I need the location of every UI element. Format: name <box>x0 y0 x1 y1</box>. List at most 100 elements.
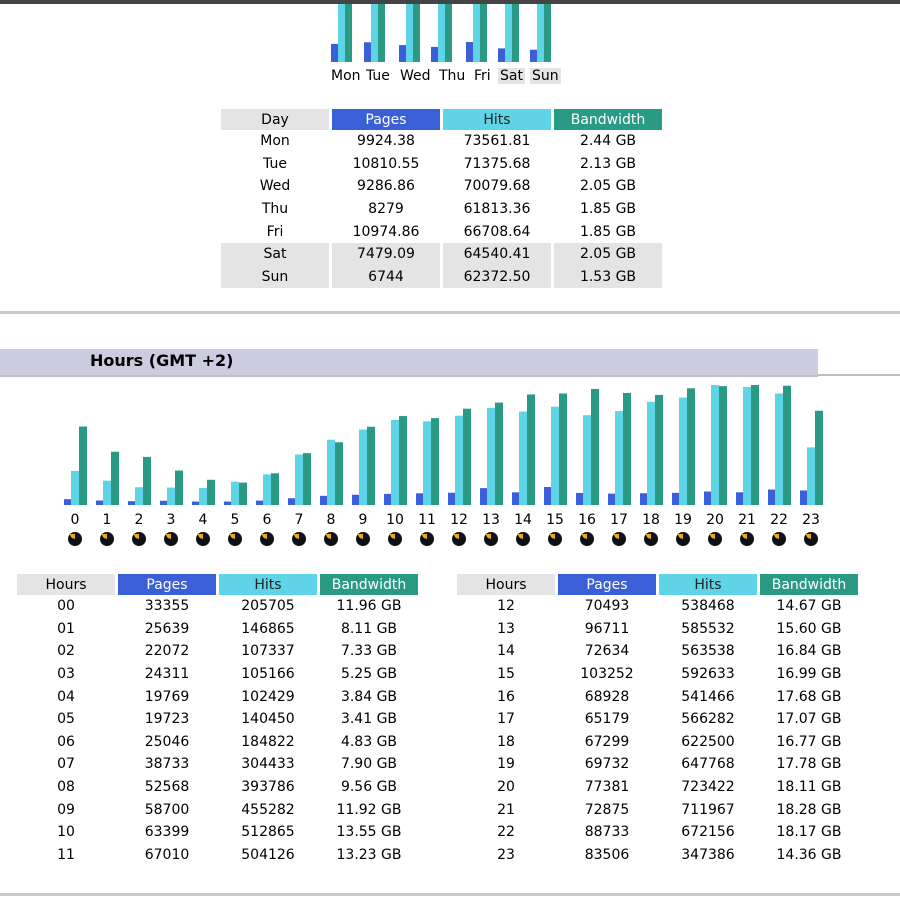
cell-hits: 304433 <box>241 756 295 773</box>
table-row: 20 77381 723422 18.11 GB <box>457 776 858 799</box>
hour-label: 3 <box>166 512 176 528</box>
hour-label: 10 <box>386 512 404 528</box>
bar-pages <box>64 499 71 505</box>
bar-hits <box>711 385 719 505</box>
clock-icon <box>804 532 818 546</box>
section-title: Hours (GMT +2) <box>90 351 234 370</box>
hour-label: 1 <box>102 512 112 528</box>
cell-pages: 96711 <box>584 620 630 637</box>
col-header-hours: Hours <box>17 574 115 595</box>
bar-pages <box>768 489 775 505</box>
bar-bandwidth <box>512 4 519 62</box>
cell-key: 10 <box>57 824 75 841</box>
bar-pages <box>448 492 455 505</box>
bar-hits <box>615 411 623 505</box>
cell-hits: 566282 <box>681 711 735 728</box>
bar-pages <box>800 490 807 505</box>
col-header-bandwidth: Bandwidth <box>760 574 858 595</box>
hour-label: 19 <box>674 512 692 528</box>
cell-pages: 33355 <box>144 598 190 615</box>
hour-label: 18 <box>642 512 660 528</box>
cell-pages: 70493 <box>584 598 630 615</box>
bar-bandwidth <box>399 416 407 505</box>
cell-pages: 8279 <box>368 201 404 218</box>
clock-icon <box>740 532 754 546</box>
bar-hits <box>327 439 335 505</box>
hour-label: 15 <box>546 512 564 528</box>
cell-bandwidth: 13.23 GB <box>336 846 402 863</box>
clock-icon <box>580 532 594 546</box>
bar-pages <box>576 492 583 505</box>
cell-key: Sat <box>221 242 329 266</box>
cell-key: 22 <box>497 824 515 841</box>
bar-hits <box>406 4 413 62</box>
col-header-pages: Pages <box>118 574 216 595</box>
cell-key: 19 <box>497 756 515 773</box>
cell-pages: 68928 <box>584 688 630 705</box>
bar-bandwidth <box>143 456 151 505</box>
table-row: Mon 9924.38 73561.81 2.44 GB <box>221 130 662 153</box>
cell-pages: 9286.86 <box>357 178 415 195</box>
cell-bandwidth: 16.84 GB <box>776 643 842 660</box>
bar-bandwidth <box>527 394 535 505</box>
cell-hits: 393786 <box>241 779 295 796</box>
table-header-row: Day Pages Hits Bandwidth <box>221 109 662 130</box>
bar-hits <box>551 406 559 505</box>
bar-bandwidth <box>335 442 343 505</box>
table-row: Fri 10974.86 66708.64 1.85 GB <box>221 220 662 243</box>
hour-label: 13 <box>482 512 500 528</box>
bar-hits <box>167 487 175 505</box>
clock-icon <box>388 532 402 546</box>
table-row: 13 96711 585532 15.60 GB <box>457 618 858 641</box>
hour-label: 12 <box>450 512 468 528</box>
cell-bandwidth: 16.77 GB <box>776 733 842 750</box>
bar-bandwidth <box>207 479 215 505</box>
cell-bandwidth: 17.07 GB <box>776 711 842 728</box>
cell-pages: 19723 <box>144 711 190 728</box>
hour-label: 11 <box>418 512 436 528</box>
cell-bandwidth: 14.36 GB <box>776 846 842 863</box>
bar-bandwidth <box>751 385 759 505</box>
bar-bandwidth <box>544 4 551 63</box>
col-header-bandwidth: Bandwidth <box>320 574 418 595</box>
cell-hits: 504126 <box>241 846 295 863</box>
bar-pages <box>288 498 295 505</box>
clock-icon <box>324 532 338 546</box>
cell-hits: 62372.50 <box>443 265 551 289</box>
cell-bandwidth: 17.68 GB <box>776 688 842 705</box>
bar-bandwidth <box>495 402 503 505</box>
bar-pages <box>384 493 391 505</box>
cell-key: 16 <box>497 688 515 705</box>
bar-bandwidth <box>239 482 247 505</box>
cell-pages: 83506 <box>584 846 630 863</box>
table-row: 16 68928 541466 17.68 GB <box>457 685 858 708</box>
cell-hits: 672156 <box>681 824 735 841</box>
clock-icon <box>708 532 722 546</box>
bar-pages <box>544 487 551 505</box>
bar-bandwidth <box>413 4 420 62</box>
cell-hits: 73561.81 <box>463 133 531 150</box>
clock-icon <box>356 532 370 546</box>
cell-bandwidth: 8.11 GB <box>340 620 398 637</box>
bar-pages <box>256 500 263 505</box>
clock-icon <box>452 532 466 546</box>
cell-pages: 7479.09 <box>332 242 440 266</box>
cell-key: 01 <box>57 620 75 637</box>
cell-hits: 512865 <box>241 824 295 841</box>
bar-hits <box>371 4 378 62</box>
table-row: 01 25639 146865 8.11 GB <box>17 618 418 641</box>
cell-key: 18 <box>497 733 515 750</box>
cell-hits: 647768 <box>681 756 735 773</box>
bar-hits <box>263 474 271 505</box>
bar-bandwidth <box>655 394 663 505</box>
clock-icon <box>196 532 210 546</box>
cell-pages: 58700 <box>144 801 190 818</box>
bar-pages <box>331 43 338 62</box>
day-label: Sun <box>530 68 561 84</box>
bar-pages <box>672 492 679 505</box>
bar-hits <box>103 480 111 505</box>
bar-pages <box>96 500 103 505</box>
cell-bandwidth: 9.56 GB <box>340 779 398 796</box>
cell-pages: 88733 <box>584 824 630 841</box>
cell-pages: 69732 <box>584 756 630 773</box>
